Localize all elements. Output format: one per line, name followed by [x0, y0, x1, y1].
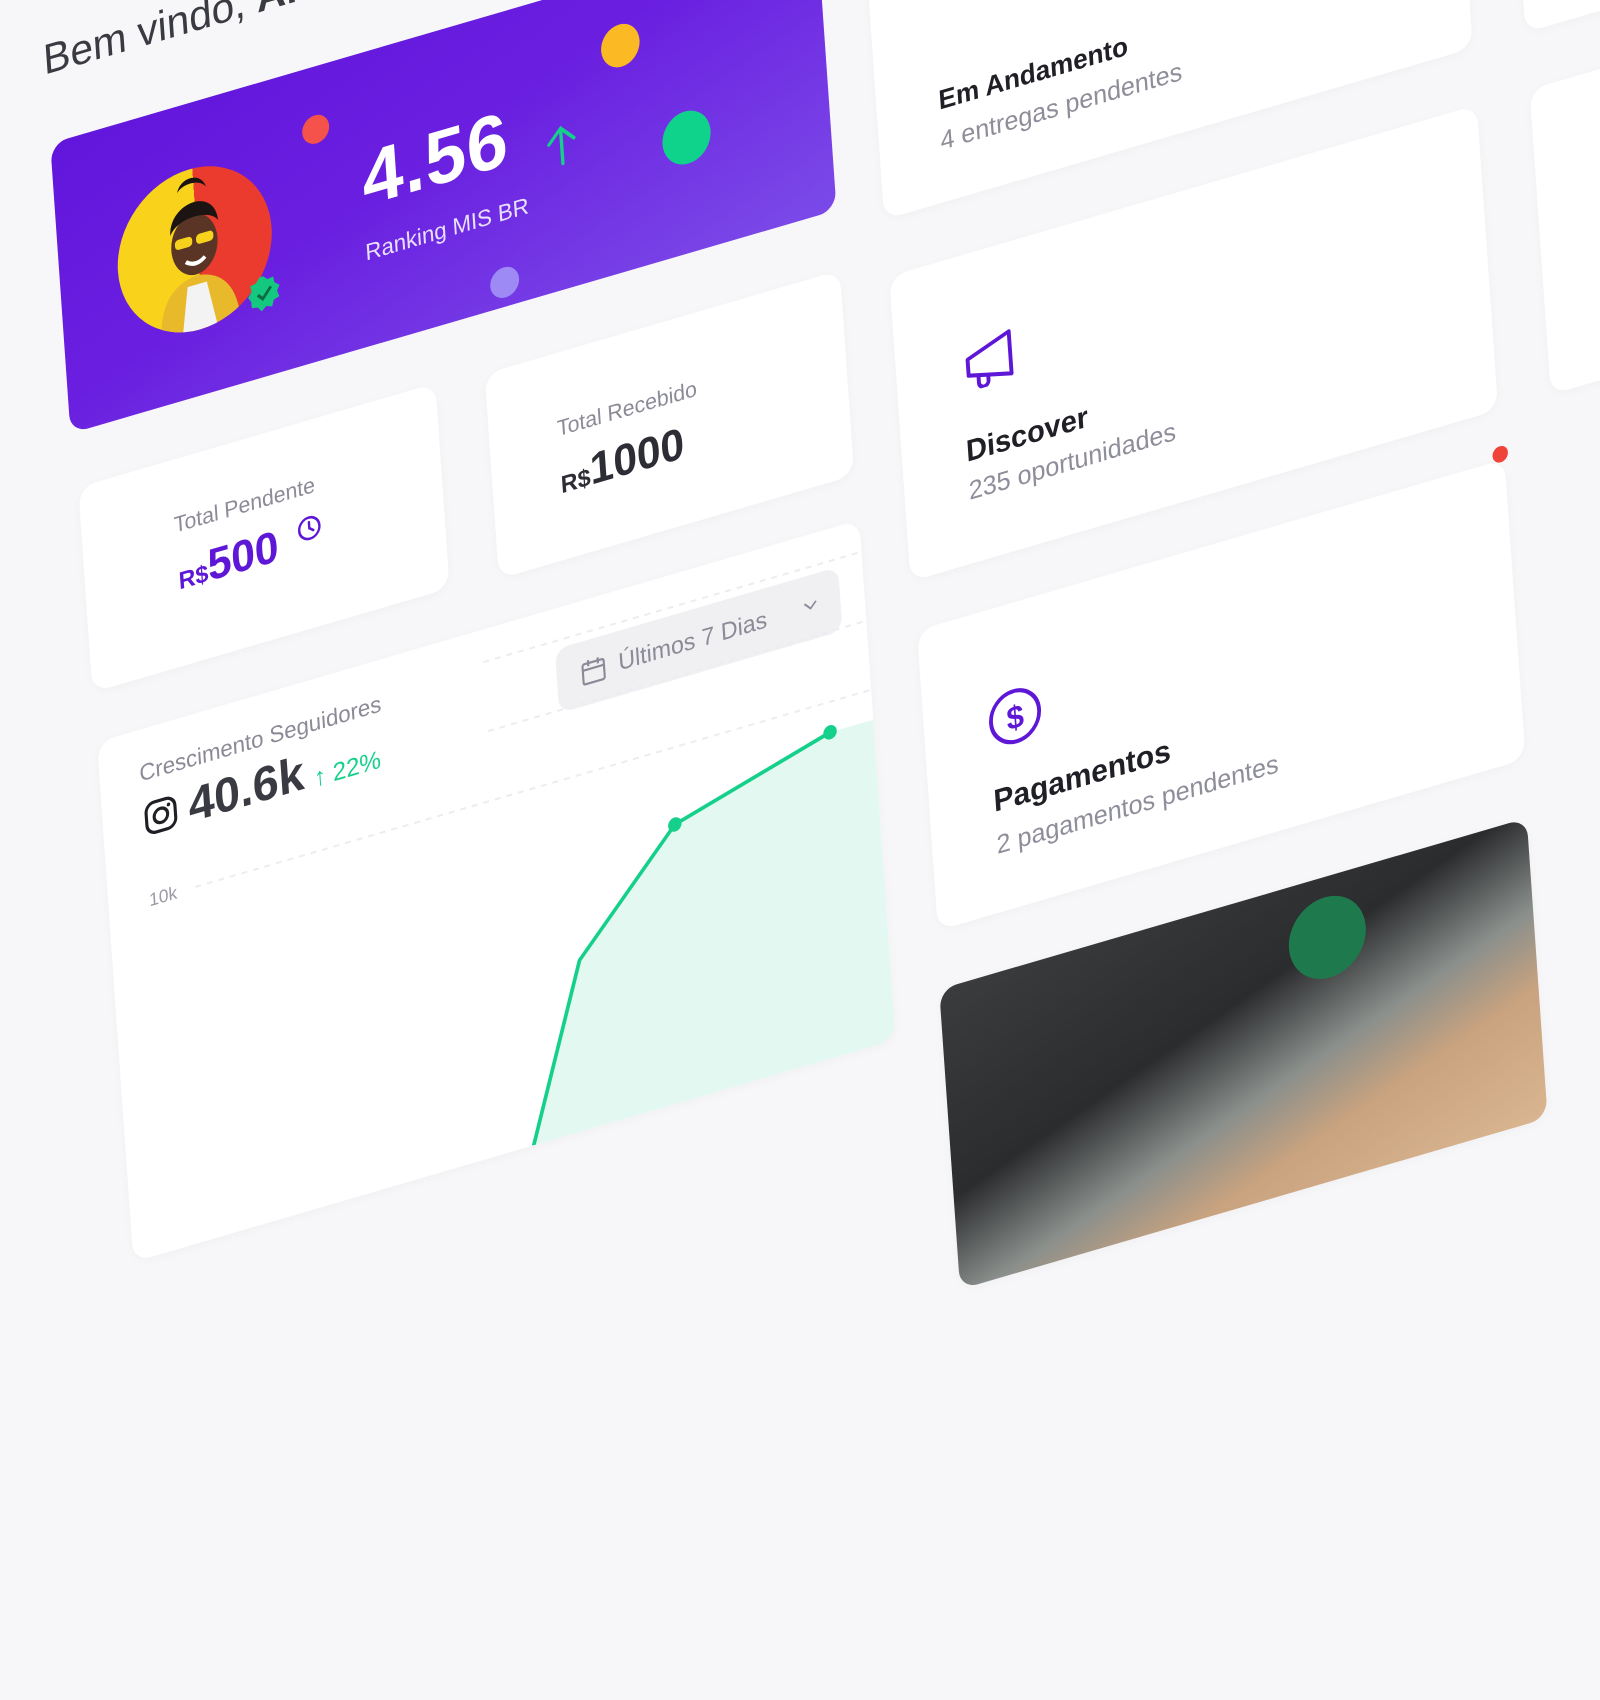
- card-extra-top[interactable]: [1501, 0, 1600, 33]
- chart-point: [823, 725, 837, 740]
- decorative-dot-yellow: [599, 19, 642, 73]
- card-extra[interactable]: [1529, 0, 1600, 395]
- chevron-down-icon: [803, 600, 817, 610]
- svg-text:$: $: [1005, 697, 1025, 738]
- amount: 500: [206, 521, 281, 591]
- card-discover[interactable]: Discover 235 oportunidades: [889, 105, 1499, 582]
- clock-icon: [298, 515, 321, 541]
- coffee-cup-logo: [1286, 886, 1369, 989]
- period-dropdown[interactable]: Últimos 7 Dias: [554, 566, 843, 714]
- greeting-text: Bem vindo,: [41, 0, 247, 84]
- chart-area-fill: [533, 719, 896, 1146]
- trend-up-arrow-icon: [547, 125, 576, 166]
- calendar-icon: [581, 657, 606, 686]
- verified-badge-icon: [248, 276, 280, 312]
- user-name: Ama...: [255, 0, 379, 22]
- decorative-dot-red: [301, 111, 331, 148]
- total-pending-card[interactable]: Total Pendente R$500: [78, 383, 450, 693]
- amount: 1000: [588, 418, 686, 495]
- total-pending-value: R$500: [177, 508, 325, 600]
- avatar[interactable]: [112, 146, 278, 352]
- currency-symbol: R$: [177, 559, 210, 596]
- megaphone-icon: [965, 329, 1014, 389]
- gridline: [488, 619, 867, 733]
- decorative-dot-green: [660, 104, 713, 171]
- gridline: [195, 688, 872, 888]
- currency-symbol: R$: [560, 463, 592, 500]
- ranking-card[interactable]: 4.56 Ranking MIS BR: [50, 0, 837, 434]
- decorative-dot-lavender: [489, 263, 521, 302]
- dollar-circle-icon: $: [989, 688, 1042, 745]
- gridline: [483, 550, 862, 664]
- person-photo: [161, 177, 241, 341]
- chart-point: [668, 817, 682, 832]
- instagram-icon[interactable]: [142, 792, 179, 838]
- notification-dot: [1491, 444, 1509, 465]
- card-payments[interactable]: $ Pagamentos 2 pagamentos pendentes: [916, 444, 1526, 931]
- total-received-card[interactable]: Total Recebido R$1000: [484, 270, 855, 579]
